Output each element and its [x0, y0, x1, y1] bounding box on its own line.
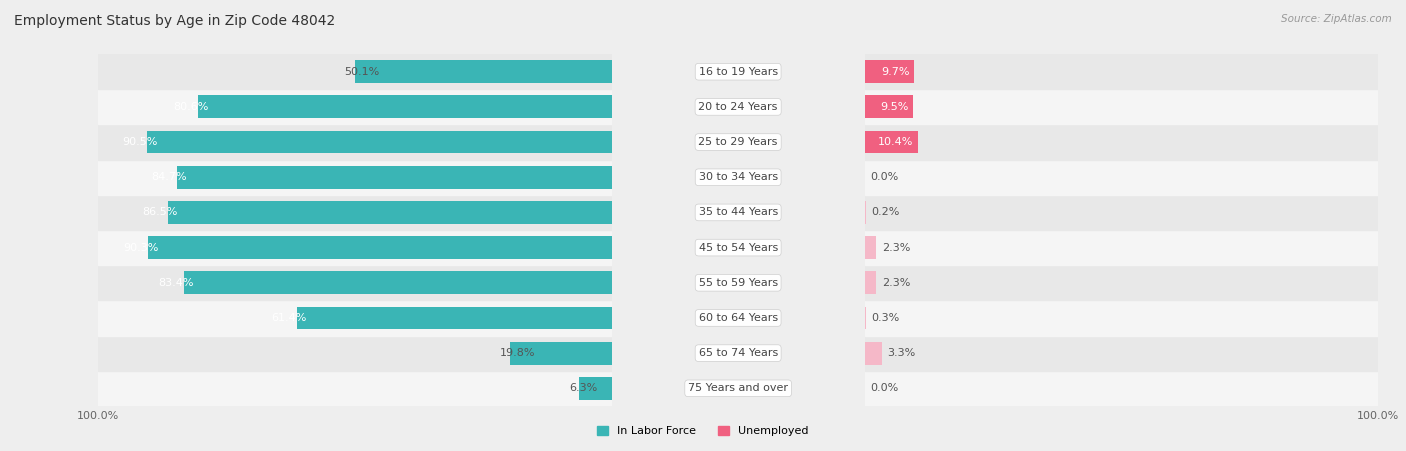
Bar [865, 230, 1378, 265]
Text: 25 to 29 Years: 25 to 29 Years [699, 137, 778, 147]
Text: 35 to 44 Years: 35 to 44 Years [699, 207, 778, 217]
Bar [865, 89, 1378, 124]
Bar [865, 60, 914, 83]
Text: Source: ZipAtlas.com: Source: ZipAtlas.com [1281, 14, 1392, 23]
Bar [297, 307, 612, 329]
Bar [184, 272, 612, 294]
Text: 45 to 54 Years: 45 to 54 Years [699, 243, 778, 253]
Text: 19.8%: 19.8% [499, 348, 536, 358]
Text: 20 to 24 Years: 20 to 24 Years [699, 102, 778, 112]
Text: 16 to 19 Years: 16 to 19 Years [699, 67, 778, 77]
Bar [865, 371, 1378, 406]
Text: 9.7%: 9.7% [880, 67, 910, 77]
Bar [865, 131, 918, 153]
Bar [579, 377, 612, 400]
Bar [98, 371, 612, 406]
Bar [865, 54, 1378, 89]
Bar [98, 89, 612, 124]
Bar [354, 60, 612, 83]
Text: 80.6%: 80.6% [173, 102, 208, 112]
Bar [98, 336, 612, 371]
Text: 60 to 64 Years: 60 to 64 Years [699, 313, 778, 323]
Bar [865, 307, 866, 329]
Bar [98, 160, 612, 195]
Bar [865, 342, 882, 364]
Bar [198, 96, 612, 118]
Bar [865, 272, 876, 294]
Text: 61.4%: 61.4% [271, 313, 307, 323]
Bar [98, 195, 612, 230]
Text: 3.3%: 3.3% [887, 348, 915, 358]
Text: 65 to 74 Years: 65 to 74 Years [699, 348, 778, 358]
Bar [148, 236, 612, 259]
Bar [865, 124, 1378, 160]
Text: 30 to 34 Years: 30 to 34 Years [699, 172, 778, 182]
Bar [865, 300, 1378, 336]
Text: 2.3%: 2.3% [882, 278, 910, 288]
Bar [98, 230, 612, 265]
Bar [148, 131, 612, 153]
Text: 0.3%: 0.3% [872, 313, 900, 323]
Text: 0.2%: 0.2% [870, 207, 900, 217]
Bar [98, 265, 612, 300]
Text: 55 to 59 Years: 55 to 59 Years [699, 278, 778, 288]
Bar [865, 96, 914, 118]
Text: 90.5%: 90.5% [122, 137, 157, 147]
Bar [510, 342, 612, 364]
Text: 75 Years and over: 75 Years and over [688, 383, 789, 393]
Text: Employment Status by Age in Zip Code 48042: Employment Status by Age in Zip Code 480… [14, 14, 335, 28]
Text: 84.7%: 84.7% [152, 172, 187, 182]
Bar [865, 265, 1378, 300]
Bar [865, 336, 1378, 371]
Bar [98, 54, 612, 89]
Bar [865, 160, 1378, 195]
Legend: In Labor Force, Unemployed: In Labor Force, Unemployed [593, 422, 813, 441]
Text: 6.3%: 6.3% [569, 383, 598, 393]
Text: 10.4%: 10.4% [877, 137, 912, 147]
Bar [865, 236, 876, 259]
Bar [865, 195, 1378, 230]
Text: 90.3%: 90.3% [124, 243, 159, 253]
Bar [98, 124, 612, 160]
Text: 50.1%: 50.1% [344, 67, 380, 77]
Text: 2.3%: 2.3% [882, 243, 910, 253]
Text: 0.0%: 0.0% [870, 383, 898, 393]
Text: 86.5%: 86.5% [142, 207, 179, 217]
Bar [98, 300, 612, 336]
Bar [177, 166, 612, 189]
Text: 83.4%: 83.4% [159, 278, 194, 288]
Text: 9.5%: 9.5% [880, 102, 908, 112]
Bar [167, 201, 612, 224]
Text: 0.0%: 0.0% [870, 172, 898, 182]
